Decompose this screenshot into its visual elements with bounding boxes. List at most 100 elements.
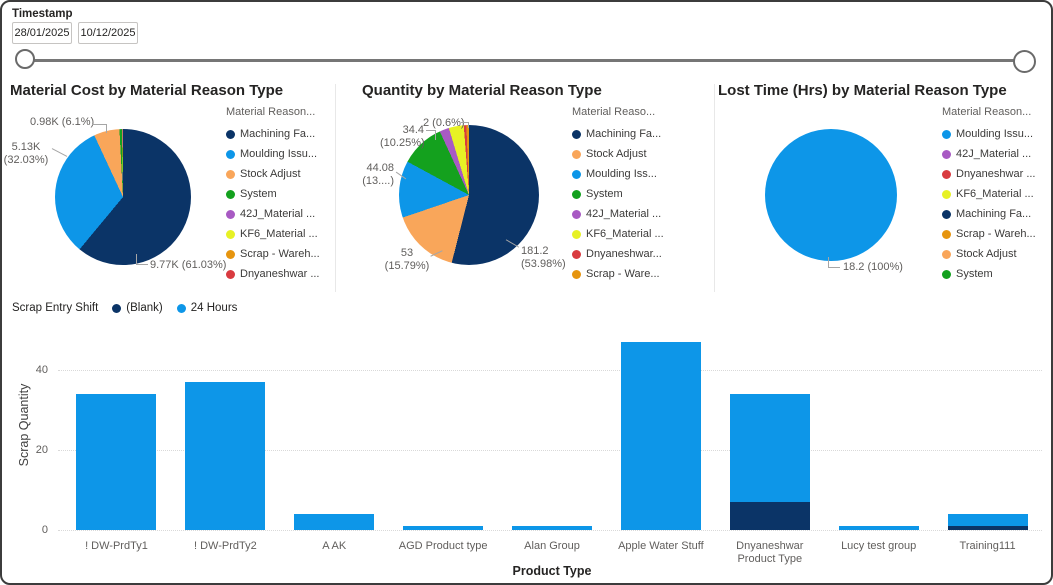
timestamp-slider-track[interactable] <box>25 59 1025 62</box>
legend-dot <box>572 169 581 179</box>
bar-legend-title: Scrap Entry Shift <box>12 302 99 314</box>
bar-training111[interactable] <box>933 342 1042 530</box>
legend-item[interactable]: KF6_Material ... <box>226 224 346 244</box>
x-tick-label: ! DW-PrdTy1 <box>85 540 148 552</box>
end-date-input[interactable]: 10/12/2025 <box>78 22 138 44</box>
x-tick-label: ! DW-PrdTy2 <box>193 540 257 552</box>
y-tick: 0 <box>41 524 48 536</box>
bar-apple-water-stuff[interactable] <box>606 342 715 530</box>
legend-item[interactable]: Dnyaneshwar ... <box>942 164 1051 184</box>
legend-item[interactable]: Machining Fa... <box>942 204 1051 224</box>
legend-item[interactable]: Dnyaneshwar... <box>572 244 692 264</box>
x-tick-label: Alan Group <box>524 540 580 552</box>
pie1-callout-machining: 9.77K (61.03%) <box>150 259 227 271</box>
legend-item[interactable]: (Blank) <box>126 302 163 314</box>
legend-dot <box>942 129 951 139</box>
x-tick-label: Training111 <box>959 540 1016 552</box>
bar-lucy-test-group[interactable] <box>824 342 933 530</box>
bar-agd-product-type[interactable] <box>389 342 498 530</box>
bar-plot-area <box>62 342 1042 530</box>
bar-dnyaneshwar-product-type[interactable] <box>715 342 824 530</box>
legend-title: Material Reaso... <box>572 106 656 118</box>
legend-dot <box>942 169 951 179</box>
pie2-title: Quantity by Material Reason Type <box>362 82 602 99</box>
pie2-callout-machining: 181.2 (53.98%) <box>521 245 566 270</box>
legend-dot <box>226 149 235 159</box>
pie2-callout-system: 34.4 (10.25%) <box>380 124 425 149</box>
legend-item[interactable]: 24 Hours <box>190 302 238 314</box>
callout-line <box>435 130 436 140</box>
pie1-chart[interactable] <box>55 129 191 265</box>
pie3-legend: Material Reason... Moulding Issu... 42J_… <box>942 106 1051 284</box>
callout-line <box>51 148 68 157</box>
y-tick: 40 <box>35 364 48 376</box>
legend-item[interactable]: KF6_Material ... <box>572 224 692 244</box>
legend-title: Material Reason... <box>226 106 316 118</box>
callout-line <box>92 124 106 125</box>
legend-item[interactable]: Moulding Issu... <box>226 144 346 164</box>
legend-item[interactable]: 42J_Material ... <box>226 204 346 224</box>
legend-dot <box>572 229 581 239</box>
legend-item[interactable]: Dnyaneshwar ... <box>226 264 346 284</box>
callout-line <box>136 264 148 265</box>
legend-item[interactable]: Moulding Iss... <box>572 164 692 184</box>
y-axis-title: Scrap Quantity <box>17 383 31 467</box>
legend-dot <box>942 229 951 239</box>
gridline-40 <box>58 370 1042 371</box>
x-tick-label: Dnyaneshwar Product Type <box>736 540 804 565</box>
bar-a-ak[interactable] <box>280 342 389 530</box>
legend-dot <box>572 149 581 159</box>
legend-item[interactable]: Scrap - Wareh... <box>226 244 346 264</box>
legend-dot <box>226 209 235 219</box>
legend-item[interactable]: Scrap - Ware... <box>572 264 692 284</box>
legend-item[interactable]: Machining Fa... <box>226 124 346 144</box>
x-axis-title: Product Type <box>512 564 592 578</box>
pie2-callout-dnyaneshwar: 2 (0.6%) <box>423 117 465 129</box>
x-tick-label: A AK <box>322 540 347 552</box>
visual-separator <box>714 84 715 292</box>
pie2-callout-stock: 53 (15.79%) <box>384 247 430 272</box>
x-tick-label: Lucy test group <box>841 540 917 552</box>
gridline-0 <box>58 530 1042 531</box>
legend-item[interactable]: Stock Adjust <box>572 144 692 164</box>
legend-item[interactable]: Stock Adjust <box>226 164 346 184</box>
legend-dot <box>572 129 581 139</box>
legend-dot <box>226 169 235 179</box>
legend-dot <box>572 249 581 259</box>
slider-handle-start[interactable] <box>15 49 35 69</box>
legend-dot <box>226 229 235 239</box>
legend-item[interactable]: System <box>942 264 1051 284</box>
gridline-20 <box>58 450 1042 451</box>
legend-item[interactable]: KF6_Material ... <box>942 184 1051 204</box>
slicer-title: Timestamp <box>12 8 73 20</box>
x-axis-labels: ! DW-PrdTy1 ! DW-PrdTy2 A AK AGD Product… <box>62 540 1042 566</box>
bar-legend: Scrap Entry Shift (Blank) 24 Hours <box>12 302 237 314</box>
legend-item[interactable]: 42J_Material ... <box>942 144 1051 164</box>
legend-dot <box>572 209 581 219</box>
bar-dw-prdty1[interactable] <box>62 342 171 530</box>
legend-item[interactable]: 42J_Material ... <box>572 204 692 224</box>
pie2-callout-moulding: 44.08 (13....) <box>362 162 394 187</box>
legend-dot <box>572 189 581 199</box>
pie3-chart[interactable] <box>765 129 897 261</box>
legend-item[interactable]: Scrap - Wareh... <box>942 224 1051 244</box>
start-date-input[interactable]: 28/01/2025 <box>12 22 72 44</box>
legend-item[interactable]: Machining Fa... <box>572 124 692 144</box>
slider-handle-end[interactable] <box>1013 50 1036 73</box>
legend-item[interactable]: System <box>226 184 346 204</box>
bar-alan-group[interactable] <box>498 342 607 530</box>
legend-dot <box>112 303 122 313</box>
legend-dot <box>942 189 951 199</box>
y-tick: 20 <box>35 444 48 456</box>
pie1-legend: Material Reason... Machining Fa... Mould… <box>226 106 346 284</box>
legend-item[interactable]: Moulding Issu... <box>942 124 1051 144</box>
callout-line <box>828 267 840 268</box>
pie2-chart[interactable] <box>399 125 539 265</box>
legend-item[interactable]: Stock Adjust <box>942 244 1051 264</box>
bar-dw-prdty2[interactable] <box>171 342 280 530</box>
pie3-title: Lost Time (Hrs) by Material Reason Type <box>718 82 1007 99</box>
legend-title: Material Reason... <box>942 106 1032 118</box>
legend-dot <box>572 269 581 279</box>
legend-item[interactable]: System <box>572 184 692 204</box>
